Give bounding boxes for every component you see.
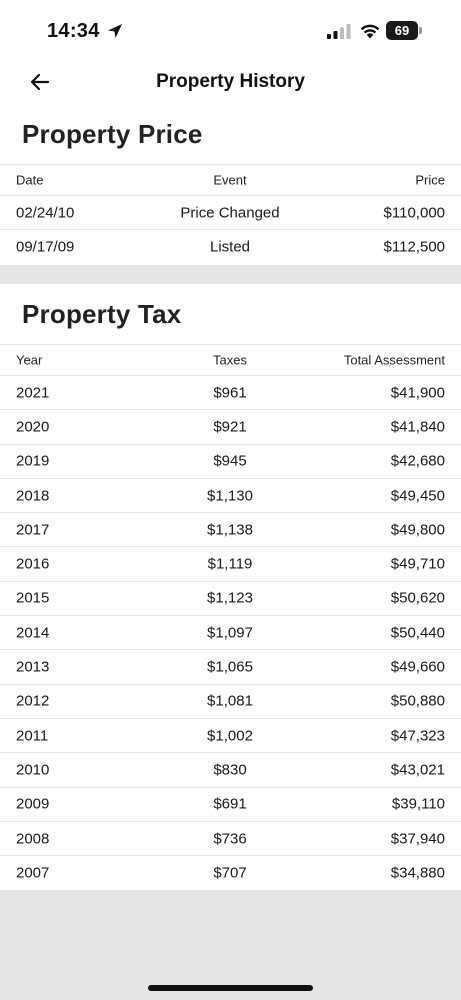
table-cell: 2017 xyxy=(16,521,50,539)
table-cell: 02/24/10 xyxy=(16,204,75,222)
column-header: Year xyxy=(16,352,43,368)
battery-icon: 69 xyxy=(386,21,422,40)
table-cell: $49,450 xyxy=(390,487,445,505)
battery-tip xyxy=(419,27,422,34)
column-header: Total Assessment xyxy=(343,352,445,368)
table-cell: $1,138 xyxy=(207,521,253,539)
table-cell: $1,123 xyxy=(207,589,253,607)
table-cell: $1,097 xyxy=(207,624,253,642)
table-row: 02/24/10 Price Changed $110,000 xyxy=(0,195,461,229)
table-row: 2013 $1,065 $49,660 xyxy=(0,649,461,683)
table-cell: $50,880 xyxy=(390,692,445,710)
wifi-icon xyxy=(360,24,380,39)
status-bar: 14:34 69 xyxy=(0,0,461,62)
battery-level: 69 xyxy=(386,21,418,40)
nav-header: Property History xyxy=(0,62,461,102)
table-cell: 2015 xyxy=(16,589,50,607)
table-cell: $961 xyxy=(213,384,247,402)
column-header: Event xyxy=(213,172,247,188)
table-row: 2020 $921 $41,840 xyxy=(0,409,461,443)
table-cell: 2012 xyxy=(16,692,50,710)
table-cell: $41,900 xyxy=(390,384,445,402)
column-header: Taxes xyxy=(213,352,247,368)
table-row: 2008 $736 $37,940 xyxy=(0,820,461,855)
table-row: 2019 $945 $42,680 xyxy=(0,443,461,478)
table-cell: $49,800 xyxy=(390,521,445,539)
back-button[interactable] xyxy=(26,68,56,96)
table-cell: 09/17/09 xyxy=(16,238,75,256)
table-row: 2007 $707 $34,880 xyxy=(0,855,461,889)
table-cell: $39,110 xyxy=(391,795,445,813)
table-cell: $50,620 xyxy=(390,589,445,607)
table-cell: 2014 xyxy=(16,624,50,642)
table-cell: $41,840 xyxy=(390,418,445,436)
location-arrow-icon xyxy=(108,24,122,38)
table-cell: $830 xyxy=(213,761,247,779)
table-row: 2018 $1,130 $49,450 xyxy=(0,477,461,512)
table-cell: $49,660 xyxy=(390,658,445,676)
table-cell: $110,000 xyxy=(383,204,445,222)
table-row: 09/17/09 Listed $112,500 xyxy=(0,229,461,263)
table-cell: $1,119 xyxy=(207,555,253,573)
table-cell: $1,081 xyxy=(207,692,253,710)
table-cell: $736 xyxy=(213,830,247,847)
table-cell: 2010 xyxy=(16,761,50,779)
property-price-table: Date Event Price 02/24/10 Price Changed $110,… xyxy=(0,164,461,264)
table-row: 2017 $1,138 $49,800 xyxy=(0,512,461,546)
arrow-left-icon xyxy=(30,73,50,91)
table-cell: $37,940 xyxy=(390,830,445,847)
table-row: 2015 $1,123 $50,620 xyxy=(0,580,461,615)
property-price-title: Property Price xyxy=(22,119,203,149)
table-cell: 2016 xyxy=(16,555,50,573)
table-cell: 2021 xyxy=(16,384,50,402)
table-cell: 2008 xyxy=(16,830,50,847)
table-cell: $921 xyxy=(213,418,247,436)
table-cell: $1,002 xyxy=(207,727,253,745)
table-cell: 2020 xyxy=(16,418,50,436)
white-content-area xyxy=(0,0,461,890)
table-row: 2016 $1,119 $49,710 xyxy=(0,546,461,580)
table-row: 2009 $691 $39,110 xyxy=(0,786,461,821)
table-cell: $112,500 xyxy=(383,238,445,256)
table-cell: $50,440 xyxy=(390,624,445,642)
table-cell: $945 xyxy=(213,452,247,470)
table-cell: $1,065 xyxy=(207,658,253,676)
property-tax-title: Property Tax xyxy=(22,299,182,329)
table-row: 2021 $961 $41,900 xyxy=(0,375,461,409)
status-time: 14:34 xyxy=(47,20,100,42)
table-cell: Price Changed xyxy=(180,204,280,222)
table-row: 2011 $1,002 $47,323 xyxy=(0,717,461,752)
table-cell: 2019 xyxy=(16,452,50,470)
table-cell: $42,680 xyxy=(390,452,445,470)
table-cell: $34,880 xyxy=(390,864,445,882)
column-header: Date xyxy=(16,172,44,188)
table-cell: 2018 xyxy=(16,487,50,505)
table-row: 2012 $1,081 $50,880 xyxy=(0,683,461,718)
table-cell: Listed xyxy=(209,238,251,256)
table-cell: $49,710 xyxy=(390,555,445,573)
table-cell: 2013 xyxy=(16,658,50,676)
cellular-signal-icon xyxy=(327,24,351,39)
home-indicator[interactable] xyxy=(148,985,313,991)
table-cell: $691 xyxy=(213,795,247,813)
table-row: 2010 $830 $43,021 xyxy=(0,752,461,786)
table-cell: $43,021 xyxy=(390,761,445,779)
table-header-row: Date Event Price xyxy=(0,164,461,195)
column-header: Price xyxy=(415,172,445,188)
table-row: 2014 $1,097 $50,440 xyxy=(0,615,461,649)
page-title: Property History xyxy=(156,71,305,92)
table-cell: $47,323 xyxy=(390,727,445,745)
table-cell: $1,130 xyxy=(207,487,253,505)
property-tax-table: Year Taxes Total Assessment 2021 $961 $41,900… xyxy=(0,344,461,889)
table-cell: 2007 xyxy=(16,864,50,882)
table-cell: 2009 xyxy=(16,795,50,813)
table-cell: 2011 xyxy=(16,727,49,745)
section-divider xyxy=(0,265,461,284)
table-header-row: Year Taxes Total Assessment xyxy=(0,344,461,375)
table-cell: $707 xyxy=(213,864,247,882)
